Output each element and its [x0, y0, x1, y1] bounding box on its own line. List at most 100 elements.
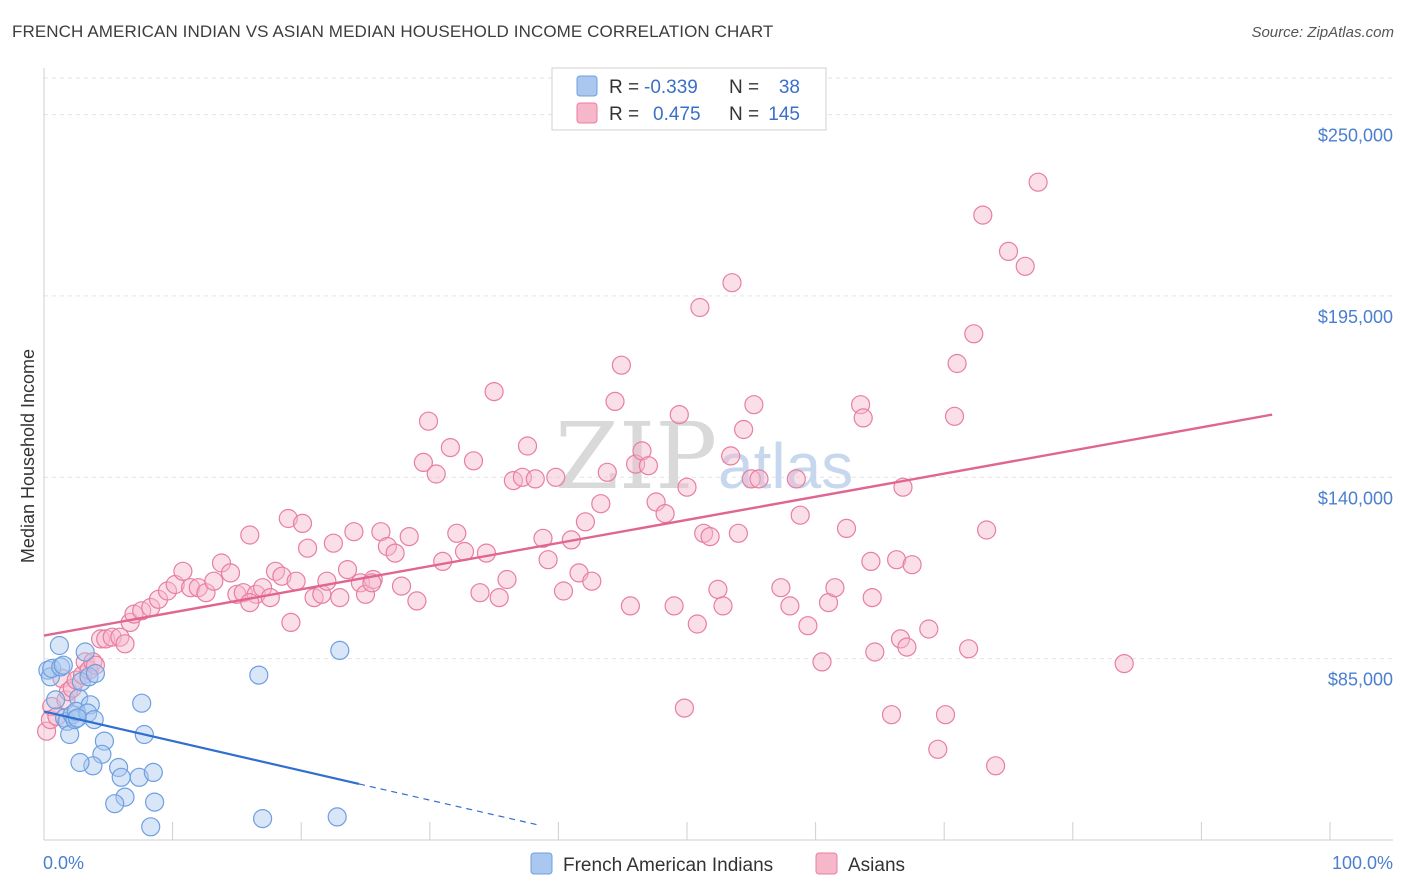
data-point	[407, 591, 427, 611]
data-point	[36, 721, 57, 741]
data-point	[105, 794, 125, 814]
data-point	[497, 569, 517, 590]
data-point	[110, 627, 130, 647]
legend-n-label-2: N =	[729, 104, 759, 125]
data-point	[220, 563, 241, 583]
data-point	[553, 581, 574, 601]
data-point	[53, 655, 73, 675]
data-point	[865, 642, 885, 662]
data-point	[298, 538, 318, 558]
data-point	[115, 634, 135, 654]
data-point	[733, 419, 754, 440]
data-point	[721, 446, 741, 466]
legend-r-label-2: R =	[609, 104, 639, 125]
data-point	[798, 616, 818, 636]
data-point	[141, 817, 161, 837]
data-point	[260, 587, 280, 608]
data-point	[85, 655, 106, 675]
french-american-indians-points	[38, 635, 350, 837]
series-legend-label-pink: Asians	[848, 855, 905, 876]
data-point	[440, 438, 460, 458]
y-tick-label: $250,000	[1318, 126, 1393, 146]
data-point	[143, 762, 163, 783]
data-point	[278, 508, 298, 529]
data-point	[591, 494, 611, 514]
data-point	[344, 522, 364, 542]
data-point	[40, 667, 61, 687]
data-point	[886, 550, 907, 570]
legend-n-label-1: N =	[729, 77, 759, 98]
series-legend-swatch-blue	[530, 852, 553, 875]
data-point	[771, 578, 791, 598]
data-point	[426, 464, 446, 484]
data-point	[664, 596, 684, 616]
data-point	[825, 578, 845, 598]
data-point	[281, 612, 301, 633]
data-point	[669, 405, 689, 425]
y-tick-labels: $85,000 $140,000 $195,000 $250,000	[1318, 126, 1393, 690]
data-point	[655, 503, 675, 524]
legend-r-value-1: -0.339	[644, 77, 698, 98]
data-point	[85, 663, 106, 684]
data-point	[385, 543, 405, 563]
trend-line-pink	[43, 413, 1273, 637]
data-point	[173, 561, 193, 581]
data-point	[928, 739, 948, 759]
data-point	[862, 587, 882, 608]
data-point	[463, 451, 484, 471]
data-point	[897, 637, 917, 657]
data-point	[546, 467, 566, 487]
data-point	[741, 469, 761, 489]
data-point	[690, 297, 710, 318]
data-point	[687, 614, 707, 634]
data-point	[1015, 256, 1035, 276]
data-point	[433, 551, 453, 572]
trend-line-blue	[43, 710, 360, 786]
data-point	[708, 579, 728, 600]
y-tick-label: $195,000	[1318, 307, 1393, 327]
data-point	[533, 528, 553, 548]
data-point	[517, 436, 538, 456]
data-point	[700, 526, 720, 547]
data-point	[129, 767, 149, 787]
data-point	[337, 559, 358, 580]
asians-points	[36, 172, 1134, 776]
data-point	[1114, 653, 1134, 674]
data-point	[976, 520, 997, 540]
legend-r-value-2: 0.475	[653, 104, 701, 125]
data-point	[111, 767, 131, 787]
data-point	[181, 578, 201, 598]
data-point	[413, 452, 433, 472]
data-point	[377, 536, 397, 557]
data-point	[525, 469, 545, 489]
data-point	[132, 693, 152, 713]
data-point	[786, 469, 806, 489]
data-point	[157, 581, 178, 601]
data-point	[605, 391, 625, 411]
data-point	[75, 642, 95, 662]
data-point	[944, 406, 965, 426]
data-point	[582, 571, 602, 591]
data-point	[83, 652, 103, 672]
series-legend: French American Indians Asians	[530, 852, 905, 876]
grid-lines	[44, 77, 1393, 660]
data-point	[145, 792, 165, 812]
data-point	[196, 583, 216, 603]
data-point	[677, 477, 697, 497]
data-point	[489, 587, 509, 608]
data-point	[902, 555, 922, 575]
data-point	[638, 456, 659, 476]
series-legend-swatch-pink	[815, 852, 838, 875]
data-point	[240, 525, 260, 545]
data-point	[60, 724, 80, 745]
trend-lines	[43, 413, 1273, 826]
data-point	[323, 533, 343, 553]
data-point	[49, 635, 70, 656]
data-point	[620, 596, 641, 616]
data-point	[790, 505, 810, 525]
data-point	[812, 652, 832, 672]
legend-swatch-blue	[576, 75, 598, 97]
data-point	[881, 705, 902, 725]
data-point	[861, 551, 881, 572]
data-point	[722, 273, 742, 293]
